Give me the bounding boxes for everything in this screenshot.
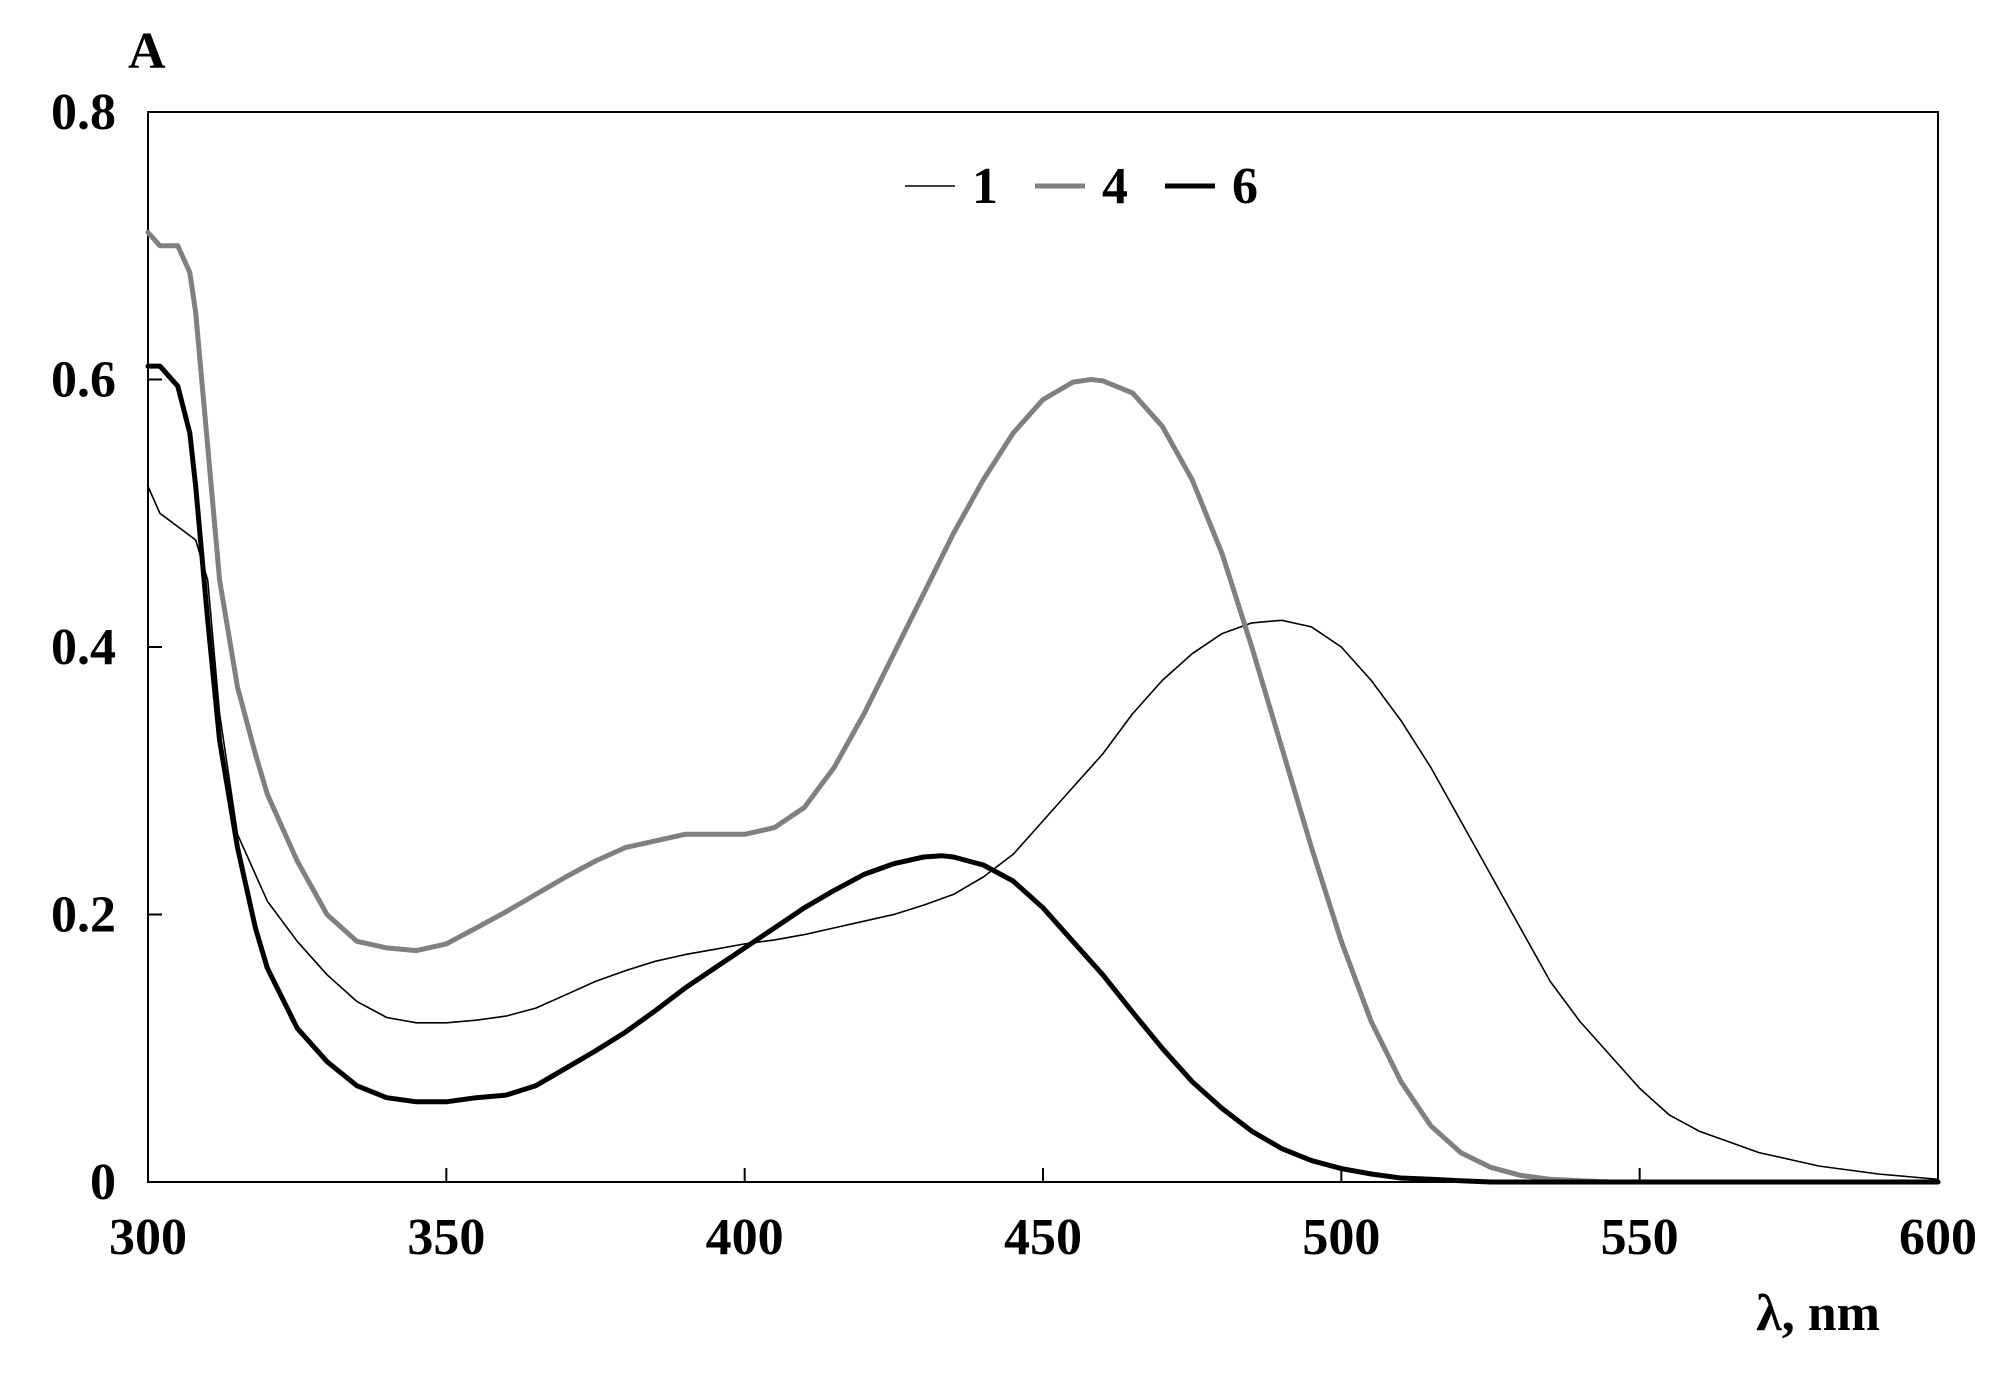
legend: 1 4 6 (905, 158, 1258, 215)
legend-label-4: 4 (1102, 158, 1128, 215)
x-axis-label: λ, nm (1756, 1285, 1880, 1342)
y-axis-ticks: 0 0.2 0.4 0.6 0.8 (51, 84, 162, 1211)
legend-label-6: 6 (1232, 158, 1258, 215)
y-tick-label: 0 (90, 1154, 116, 1211)
x-tick-label: 350 (407, 1209, 485, 1266)
x-tick-label: 300 (109, 1209, 187, 1266)
x-tick-label: 450 (1004, 1209, 1082, 1266)
series-line-4 (145, 229, 1941, 1185)
y-tick-label: 0.6 (51, 352, 116, 409)
x-tick-label: 400 (706, 1209, 784, 1266)
x-tick-label: 600 (1899, 1209, 1977, 1266)
y-tick-label: 0.4 (51, 619, 116, 676)
x-tick-label: 550 (1601, 1209, 1679, 1266)
y-axis-label: A (128, 23, 166, 80)
series-line-1 (147, 485, 1939, 1181)
legend-label-1: 1 (972, 158, 998, 215)
x-axis-ticks: 300 350 400 450 500 550 600 (109, 1168, 1977, 1266)
y-tick-label: 0.8 (51, 84, 116, 141)
series-line-6 (145, 363, 1941, 1185)
plot-area-frame (147, 111, 1939, 1183)
series-layer (145, 229, 1941, 1185)
y-tick-label: 0.2 (51, 887, 116, 944)
x-tick-label: 500 (1302, 1209, 1380, 1266)
